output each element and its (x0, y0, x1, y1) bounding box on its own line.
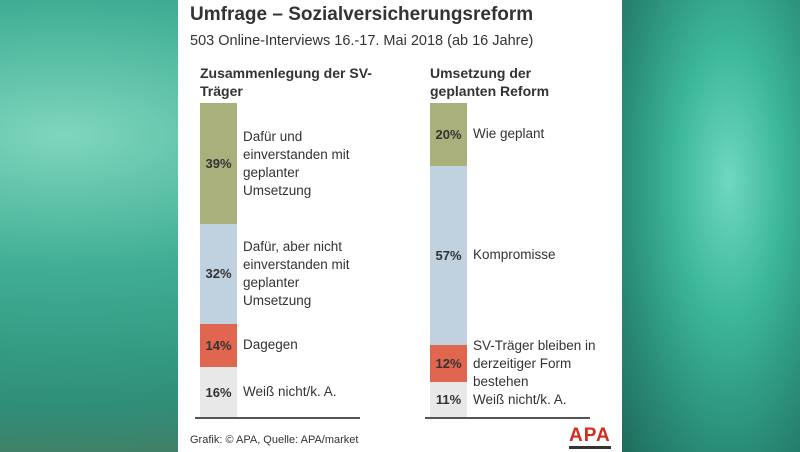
bar-segment (200, 323, 237, 368)
bar-segment (430, 103, 467, 166)
value-label: 57% (435, 247, 462, 263)
chart-title: Zusammenlegung der SV-Träger (200, 65, 372, 99)
segment-label: Dafür, aber nicht einverstanden mit gepl… (243, 238, 350, 308)
logo: APA (569, 426, 611, 449)
bar-segment (200, 367, 237, 417)
value-label: 11% (435, 392, 462, 408)
segment-label: Dafür und einverstanden mit geplanter Um… (243, 128, 350, 198)
baseline (425, 417, 590, 419)
value-label: 32% (205, 266, 232, 282)
chart-title: Umsetzung der geplanten Reform (430, 65, 550, 99)
bar-segment (200, 103, 237, 225)
segment-label: Weiß nicht/k. A. (473, 391, 567, 407)
bar-segment (430, 344, 467, 383)
background (622, 0, 800, 452)
segment-label: Kompromisse (473, 247, 556, 263)
title: Umfrage – Sozialversicherungsreform (190, 4, 534, 25)
subtitle: 503 Online-Interviews 16.-17. Mai 2018 (… (190, 33, 534, 49)
segment-label: SV-Träger bleiben in derzeitiger Form be… (473, 337, 596, 389)
panel (178, 0, 622, 452)
segment-label: Wie geplant (473, 126, 545, 142)
segment-label: Dagegen (243, 337, 298, 353)
bar-segment (430, 382, 467, 417)
segment-label: Weiß nicht/k. A. (243, 384, 337, 400)
bar-segment (200, 224, 237, 324)
baseline (195, 417, 360, 419)
bar-segment (430, 165, 467, 345)
value-label: 20% (435, 126, 462, 142)
value-label: 14% (205, 337, 232, 353)
value-label: 16% (205, 384, 232, 400)
source: Grafik: © APA, Quelle: APA/market (190, 434, 359, 446)
value-label: 12% (435, 356, 462, 372)
value-label: 39% (205, 156, 232, 172)
